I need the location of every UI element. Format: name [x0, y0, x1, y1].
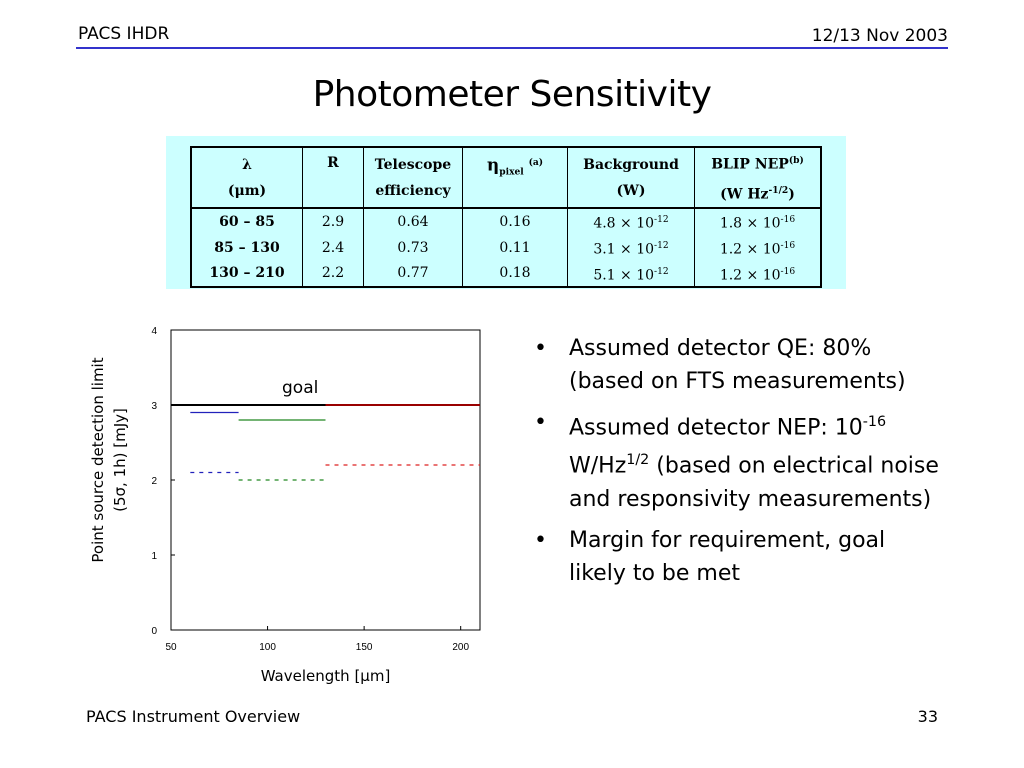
footer-title: PACS Instrument Overview — [86, 707, 301, 726]
x-axis-label: Wavelength [μm] — [261, 667, 391, 685]
cell-range: 130 – 210 — [190, 260, 303, 288]
cell-background: 4.8 × 10-12 — [567, 208, 695, 235]
y-tick-label: 3 — [151, 401, 157, 412]
cell-eta: 0.16 — [462, 208, 568, 235]
table-row: 60 – 85 2.9 0.64 0.16 4.8 × 10-12 1.8 × … — [190, 208, 822, 235]
goal-annotation: goal — [282, 378, 318, 398]
cell-range: 60 – 85 — [190, 208, 303, 235]
cell-nep: 1.8 × 10-16 — [694, 208, 822, 235]
header-r: R — [302, 147, 364, 210]
cell-eta: 0.11 — [462, 234, 568, 261]
header-wavelength: λ (μm) — [190, 147, 303, 210]
cell-range: 85 – 130 — [190, 234, 303, 261]
x-tick-label: 150 — [356, 642, 373, 653]
header-left: PACS IHDR — [78, 24, 170, 44]
cell-efficiency: 0.77 — [363, 260, 463, 288]
header-eta-pixel: ηpixel (a) — [462, 147, 568, 210]
x-tick-label: 100 — [259, 642, 276, 653]
cell-r: 2.9 — [302, 208, 364, 235]
cell-efficiency: 0.64 — [363, 208, 463, 235]
header-background: Background (W) — [567, 147, 695, 210]
cell-background: 3.1 × 10-12 — [567, 234, 695, 261]
bullet-item: • Assumed detector QE: 80% (based on FTS… — [532, 332, 942, 398]
cell-background: 5.1 × 10-12 — [567, 260, 695, 288]
sensitivity-table: λ (μm) R Telescope efficiency ηpixel (a)… — [190, 146, 822, 289]
cell-r: 2.4 — [302, 234, 364, 261]
x-tick-label: 200 — [452, 642, 469, 653]
x-tick-label: 50 — [165, 642, 177, 653]
cell-nep: 1.2 × 10-16 — [694, 234, 822, 261]
y-tick-label: 2 — [151, 476, 157, 487]
table-row: 130 – 210 2.2 0.77 0.18 5.1 × 10-12 1.2 … — [190, 260, 822, 288]
table-header-row: λ (μm) R Telescope efficiency ηpixel (a)… — [190, 147, 822, 210]
bullet-dot-icon: • — [534, 336, 547, 361]
cell-nep: 1.2 × 10-16 — [694, 260, 822, 288]
cell-r: 2.2 — [302, 260, 364, 288]
header-telescope-efficiency: Telescope efficiency — [363, 147, 463, 210]
slide-title: Photometer Sensitivity — [312, 74, 712, 115]
plot-frame — [170, 329, 481, 631]
bullet-item: • Margin for requirement, goal likely to… — [532, 524, 942, 590]
header-date: 12/13 Nov 2003 — [811, 26, 948, 46]
header-divider — [76, 47, 948, 49]
page-number: 33 — [917, 707, 938, 726]
table-row: 85 – 130 2.4 0.73 0.11 3.1 × 10-12 1.2 ×… — [190, 234, 822, 261]
bullet-list: • Assumed detector QE: 80% (based on FTS… — [532, 332, 942, 598]
y-tick-label: 4 — [151, 326, 157, 337]
bullet-dot-icon: • — [534, 527, 547, 553]
y-tick-label: 0 — [151, 626, 157, 637]
cell-eta: 0.18 — [462, 260, 568, 288]
bullet-item: • Assumed detector NEP: 10-16 W/Hz1/2 (b… — [532, 406, 942, 516]
sensitivity-chart: 0 1 2 3 4 50 100 150 200 goal Wavelength [μm] Point… — [89, 326, 481, 685]
cell-efficiency: 0.73 — [363, 234, 463, 261]
y-axis-label: Point source detection limit — [89, 357, 107, 562]
y-axis-label: (5σ, 1h) [mJy] — [111, 408, 129, 512]
y-tick-label: 1 — [151, 551, 157, 562]
bullet-dot-icon: • — [534, 410, 547, 435]
header-blip-nep: BLIP NEP(b) (W Hz-1/2) — [694, 147, 822, 210]
